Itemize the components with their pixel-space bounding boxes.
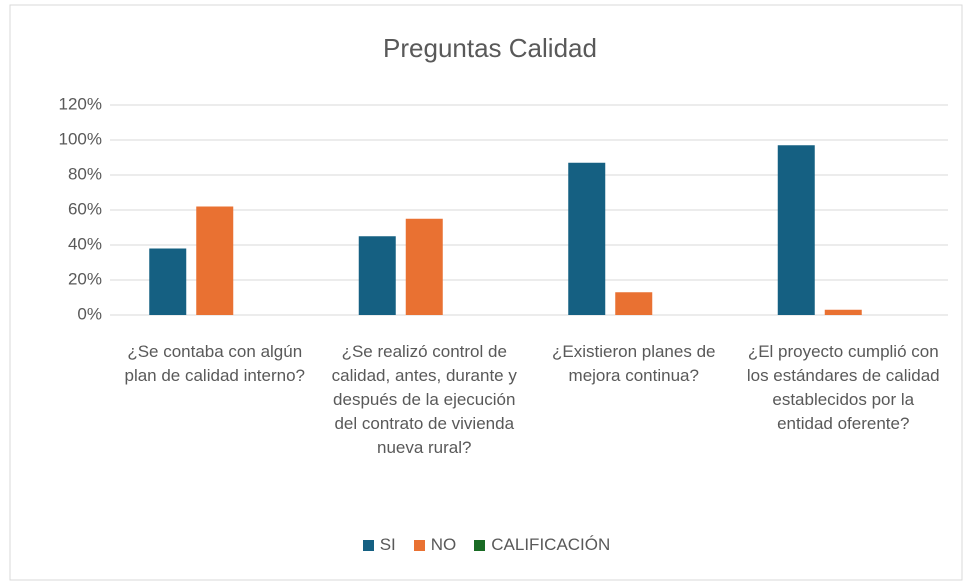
y-tick-label: 80%	[68, 164, 102, 183]
bar	[615, 292, 653, 315]
y-tick-label: 60%	[68, 199, 102, 218]
y-tick-label: 20%	[68, 269, 102, 288]
bar	[196, 206, 234, 315]
legend-label: SI	[379, 535, 396, 554]
legend-swatch	[362, 539, 374, 551]
legend-item: NO	[413, 535, 457, 555]
x-tick-label: ¿Se contaba con algún plan de calidad in…	[124, 342, 306, 385]
legend-label: CALIFICACIÓN	[491, 535, 611, 554]
x-tick-label: ¿Se realizó control de calidad, antes, d…	[331, 342, 517, 457]
bar	[777, 145, 815, 315]
bar	[358, 236, 396, 315]
legend-item: SI	[362, 535, 396, 555]
y-tick-label: 120%	[59, 94, 102, 113]
bar	[149, 248, 187, 315]
y-tick-label: 0%	[77, 304, 102, 323]
y-tick-label: 40%	[68, 234, 102, 253]
x-tick-label: ¿Existieron planes de mejora continua?	[552, 342, 716, 385]
legend: SI NO CALIFICACIÓN	[10, 535, 963, 555]
chart-title: Preguntas Calidad	[383, 33, 597, 63]
legend-swatch	[413, 539, 425, 551]
bar	[568, 162, 606, 315]
legend-label: NO	[430, 535, 457, 554]
legend-swatch	[474, 539, 486, 551]
bar	[405, 218, 443, 315]
legend-item: CALIFICACIÓN	[474, 535, 610, 555]
x-tick-label: ¿El proyecto cumplió con los estándares …	[746, 342, 940, 433]
y-tick-label: 100%	[59, 129, 102, 148]
bar	[824, 309, 862, 315]
